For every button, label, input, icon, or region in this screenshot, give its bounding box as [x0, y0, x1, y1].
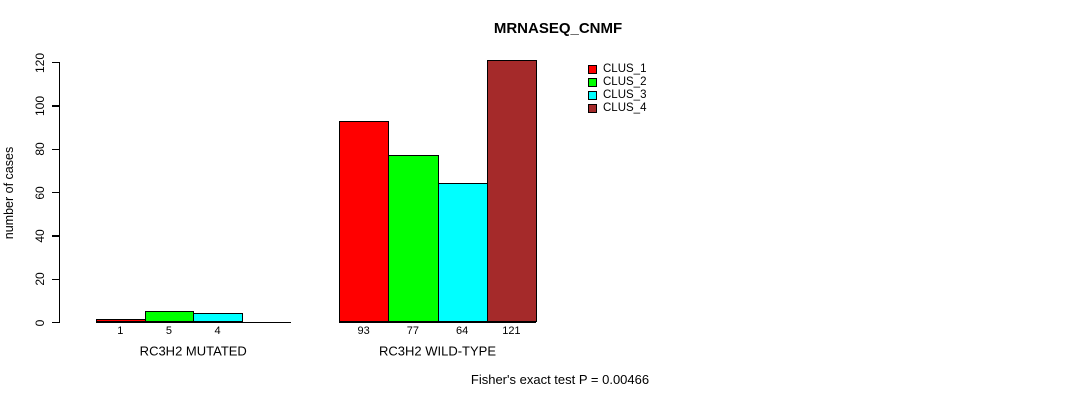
legend-swatch-icon [588, 78, 597, 87]
bar-value-label: 93 [357, 325, 370, 337]
group-label-mutated: RC3H2 MUTATED [139, 343, 247, 359]
y-axis-tick-label: 0 [33, 319, 47, 326]
bar-value-label: 121 [502, 325, 521, 337]
group-baseline [96, 321, 291, 323]
y-axis-tick-label: 20 [33, 272, 47, 286]
y-axis-tick [52, 105, 59, 107]
group-label-wildtype: RC3H2 WILD-TYPE [378, 343, 497, 359]
bar-clus_3-wildtype [437, 183, 488, 322]
legend-label: CLUS_3 [603, 89, 647, 101]
bar-clus_2-wildtype [388, 155, 439, 322]
bar-clus_3-mutated [193, 313, 243, 322]
y-axis-label: number of cases [2, 146, 16, 240]
group-baseline [339, 321, 536, 323]
bar-value-label: 77 [406, 325, 419, 337]
bar-value-label: 1 [117, 325, 124, 337]
legend-swatch-icon [588, 104, 597, 113]
bar-clus_1-mutated [96, 319, 146, 322]
legend-swatch-icon [588, 65, 597, 74]
y-axis-line [59, 62, 61, 323]
bar-value-label: 4 [214, 325, 221, 337]
bar-value-label: 64 [456, 325, 469, 337]
bar-clus_2-mutated [144, 311, 195, 322]
y-axis-tick-label: 60 [33, 185, 47, 200]
y-axis-tick-label: 80 [33, 142, 47, 156]
y-axis-tick [52, 192, 59, 194]
legend-swatch-icon [588, 91, 597, 100]
y-axis-tick-label: 100 [33, 95, 47, 116]
bar-value-label: 5 [165, 325, 172, 337]
y-axis-tick-label: 120 [33, 52, 47, 73]
legend-item-clus_4: CLUS_4 [588, 102, 646, 115]
legend-item-clus_2: CLUS_2 [588, 76, 646, 89]
legend-label: CLUS_2 [603, 76, 647, 88]
chart-title: MRNASEQ_CNMF [493, 20, 623, 37]
legend: CLUS_1 CLUS_2 CLUS_3 CLUS_4 [588, 63, 646, 115]
bar-clus_4-wildtype [486, 59, 537, 322]
stat-annotation: Fisher's exact test P = 0.00466 [470, 372, 650, 387]
y-axis-tick [52, 148, 59, 150]
y-axis-tick-label: 40 [33, 229, 47, 243]
bar-clus_1-wildtype [339, 120, 390, 322]
legend-item-clus_3: CLUS_3 [588, 89, 646, 102]
legend-label: CLUS_4 [603, 102, 647, 114]
y-axis-tick [52, 62, 59, 64]
y-axis-tick [52, 278, 59, 280]
legend-item-clus_1: CLUS_1 [588, 63, 646, 76]
y-axis-tick [52, 235, 59, 237]
legend-label: CLUS_1 [603, 63, 647, 75]
y-axis-tick [52, 322, 59, 324]
